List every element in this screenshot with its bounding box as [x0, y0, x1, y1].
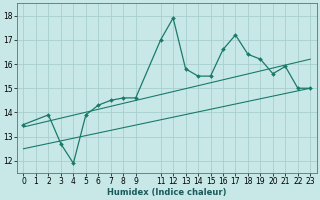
X-axis label: Humidex (Indice chaleur): Humidex (Indice chaleur) — [107, 188, 227, 197]
